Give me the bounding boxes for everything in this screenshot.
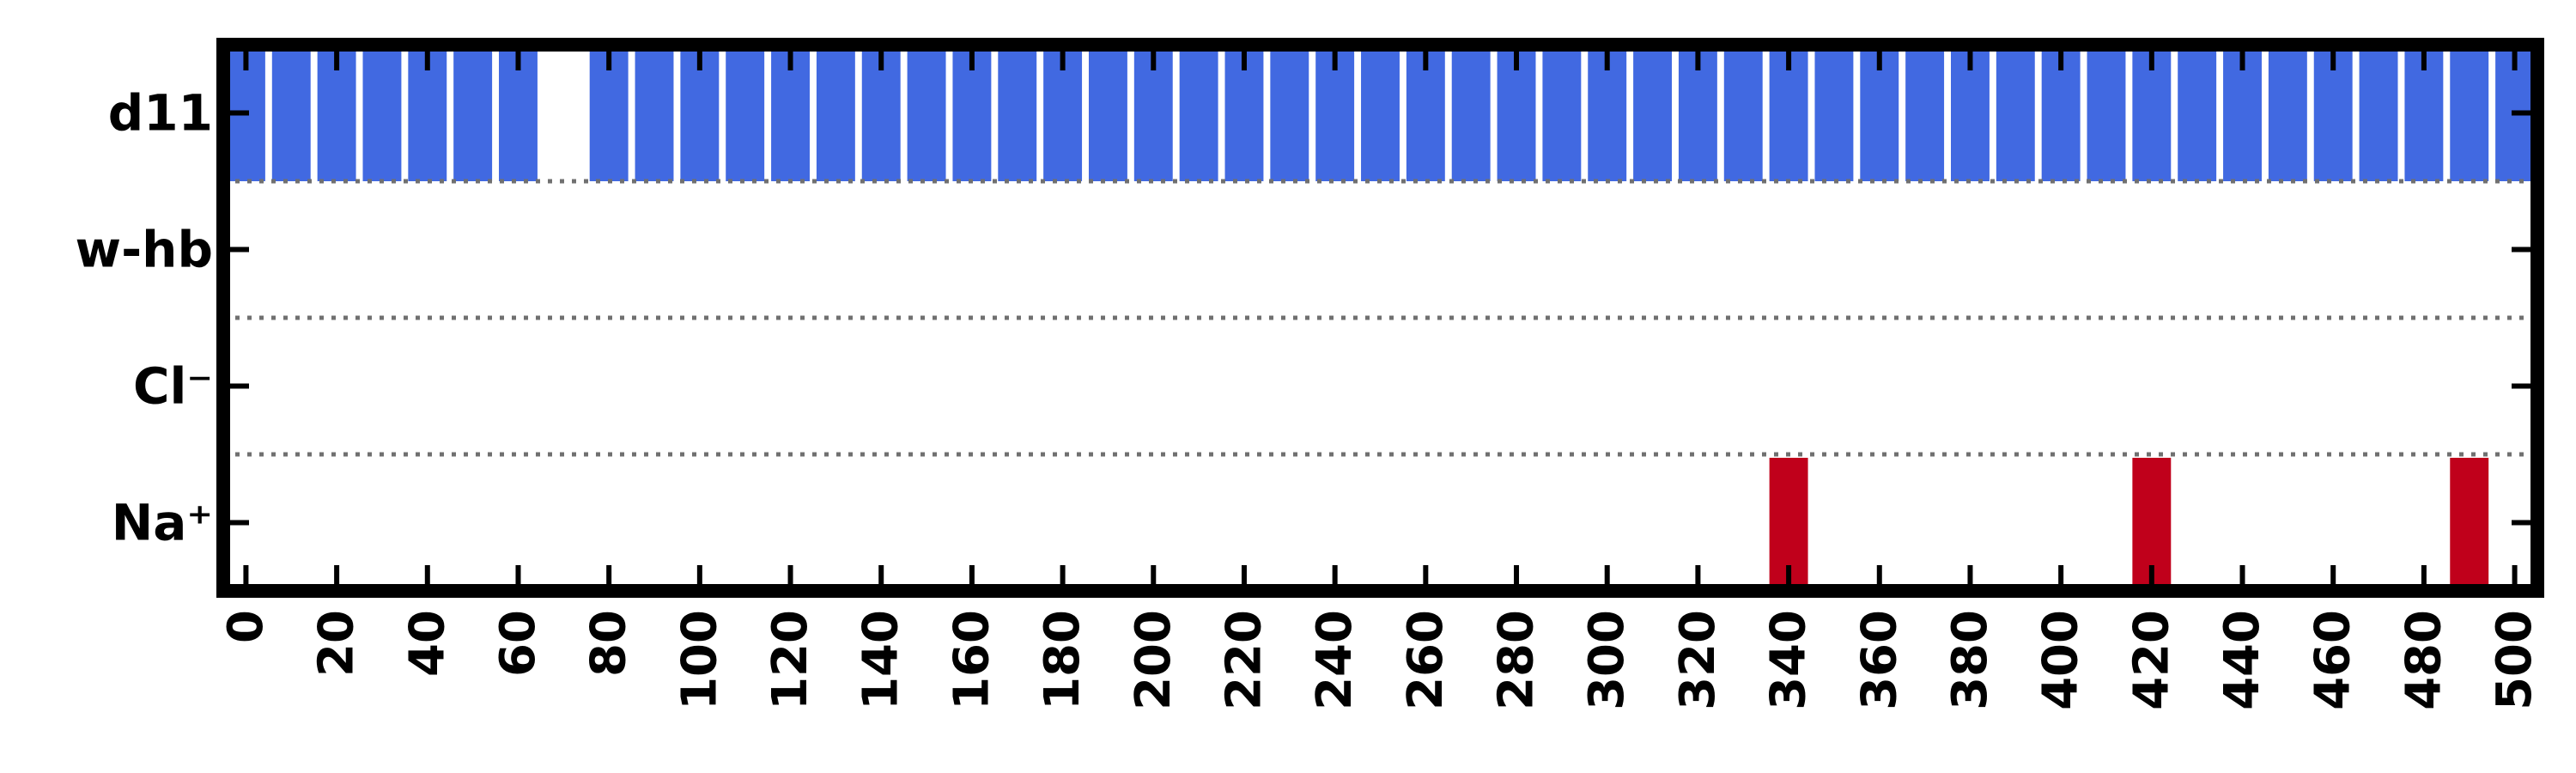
x-tick-label-6: 120 (762, 610, 818, 710)
bar-0-32 (1723, 48, 1763, 181)
bar-0-42 (2178, 48, 2217, 181)
x-tick-label-9: 180 (1035, 610, 1091, 710)
y-tick-label-3: Na⁺ (112, 494, 213, 552)
bar-0-8 (635, 48, 674, 181)
bar-0-40 (2087, 48, 2126, 181)
x-tick-label-18: 360 (1851, 610, 1907, 710)
bar-0-10 (726, 48, 765, 181)
bar-0-24 (1361, 48, 1400, 181)
bar-0-36 (1905, 48, 1945, 181)
bar-0-34 (1814, 48, 1854, 181)
x-tick-label-2: 40 (399, 610, 455, 677)
x-tick-label-16: 320 (1670, 610, 1726, 710)
bar-0-38 (1996, 48, 2035, 181)
x-tick-label-5: 100 (671, 610, 727, 710)
bar-0-16 (998, 48, 1037, 181)
bar-0-26 (1451, 48, 1491, 181)
x-tick-label-8: 160 (944, 610, 999, 710)
x-tick-label-14: 280 (1489, 610, 1545, 710)
x-tick-label-19: 380 (1942, 610, 1998, 710)
x-tick-label-1: 20 (309, 610, 365, 677)
x-tick-label-22: 440 (2215, 610, 2270, 710)
bar-0-28 (1542, 48, 1582, 181)
bar-3-2 (2450, 458, 2489, 591)
x-tick-label-12: 240 (1307, 610, 1363, 710)
x-tick-label-3: 60 (490, 610, 546, 677)
x-tick-label-25: 500 (2487, 610, 2543, 710)
x-tick-label-13: 260 (1398, 610, 1454, 710)
bar-0-20 (1179, 48, 1218, 181)
x-tick-labels: 0 20 40 60 80 100 120 140 160 180 200 220 240 260 280 3… (218, 610, 2543, 710)
y-tick-labels: d11 w-hb Cl⁻ Na⁺ (76, 84, 213, 552)
row-separators (223, 179, 2537, 457)
bar-0-5 (453, 48, 493, 181)
y-tick-label-2: Cl⁻ (133, 357, 213, 416)
bar-0-46 (2359, 48, 2398, 181)
x-tick-label-17: 340 (1761, 610, 1817, 710)
plot-frame (216, 38, 2544, 598)
bar-0-48 (2450, 48, 2489, 181)
bar-0-14 (907, 48, 946, 181)
x-tick-label-24: 480 (2396, 610, 2451, 710)
bar-0-22 (1270, 48, 1309, 181)
bar-0-3 (362, 48, 402, 181)
bar-0-18 (1088, 48, 1127, 181)
x-tick-label-11: 220 (1216, 610, 1272, 710)
bar-0-30 (1633, 48, 1673, 181)
x-tick-label-15: 300 (1579, 610, 1635, 710)
x-tick-label-20: 400 (2033, 610, 2089, 710)
x-tick-label-10: 200 (1126, 610, 1182, 710)
bar-0-44 (2268, 48, 2307, 181)
x-tick-label-7: 140 (854, 610, 909, 710)
y-tick-label-1: w-hb (76, 221, 213, 279)
bar-0-1 (271, 48, 311, 181)
x-tick-label-21: 420 (2123, 610, 2179, 710)
bar-0-12 (816, 48, 855, 181)
x-tick-label-4: 80 (581, 610, 637, 677)
x-tick-label-23: 460 (2306, 610, 2361, 710)
x-tick-label-0: 0 (218, 610, 274, 643)
y-tick-label-0: d11 (108, 84, 213, 143)
